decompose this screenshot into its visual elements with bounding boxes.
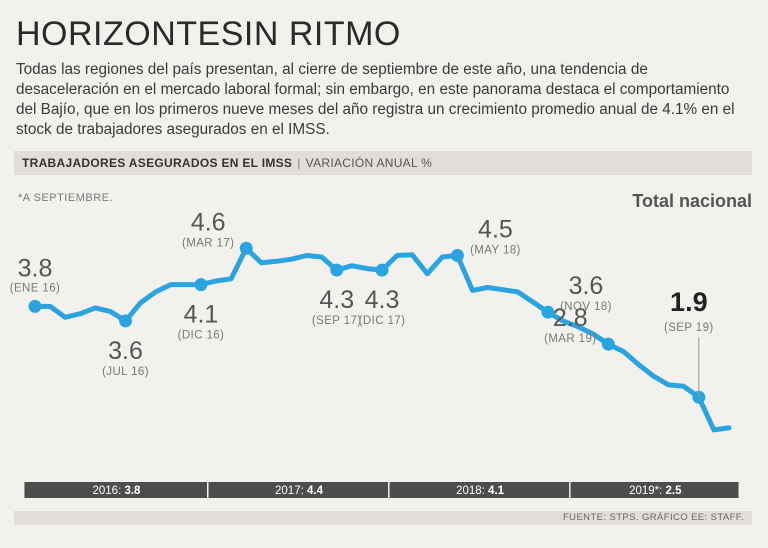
data-label-value-4: 4.3 [319, 286, 354, 314]
year-band-0 [24, 482, 207, 498]
year-band-3 [570, 482, 739, 498]
series-label: Total nacional [632, 191, 752, 211]
data-label-date-4: (SEP 17) [312, 315, 362, 327]
data-label-value-8: 2.8 [553, 304, 588, 332]
data-label-value-5: 4.3 [365, 286, 400, 314]
data-label-date-1: (JUL 16) [102, 366, 149, 378]
data-point-8 [601, 337, 615, 351]
data-point-6 [450, 249, 464, 263]
data-label-value-2: 4.1 [184, 301, 219, 329]
year-band-label-1: 2017: 4.4 [275, 485, 324, 497]
data-label-date-0: (ENE 16) [10, 282, 61, 294]
data-point-4 [330, 263, 344, 277]
data-point-0 [28, 299, 42, 313]
year-band-label-0: 2016: 3.8 [92, 485, 141, 497]
data-point-7 [541, 305, 555, 319]
subhead-separator: | [297, 156, 301, 170]
data-label-date-6: (MAY 18) [470, 245, 521, 257]
data-label-value-3: 4.6 [191, 208, 226, 236]
data-label-date-5: (DIC 17) [359, 315, 406, 327]
data-label-date-3: (MAR 17) [182, 237, 234, 249]
data-point-1 [119, 314, 133, 328]
year-band-label-3: 2019*: 2.5 [629, 485, 682, 497]
data-point-3 [239, 241, 253, 255]
data-point-2 [194, 278, 208, 292]
subhead-strong: TRABAJADORES ASEGURADOS EN EL IMSS [22, 156, 293, 170]
source-credit: FUENTE: STPS. GRÁFICO EE: STAFF. [14, 511, 752, 525]
data-label-date-7: (NOV 18) [560, 301, 612, 313]
chart-title: HORIZONTESIN RITMO [16, 15, 401, 53]
data-label-value-7: 3.6 [569, 272, 604, 300]
year-band-label-2: 2018: 4.1 [456, 485, 505, 497]
data-point-5 [375, 263, 389, 277]
footnote: *A SEPTIEMBRE. [18, 192, 114, 204]
intro-paragraph: Todas las regiones del país presentan, a… [16, 61, 735, 138]
subhead-light: VARIACIÓN ANUAL % [305, 156, 433, 170]
year-band-2 [389, 482, 570, 498]
data-label-date-2: (DIC 16) [178, 330, 225, 342]
chart-subhead: TRABAJADORES ASEGURADOS EN EL IMSS | VAR… [14, 151, 752, 175]
data-label-value-1: 3.6 [108, 337, 143, 365]
data-label-value-6: 4.5 [478, 216, 513, 244]
data-label-value-9: 1.9 [670, 287, 708, 317]
year-band-1 [208, 482, 389, 498]
data-label-value-0: 3.8 [18, 254, 53, 282]
data-label-date-8: (MAR 19) [544, 333, 596, 345]
data-label-date-9: (SEP 19) [664, 322, 714, 334]
